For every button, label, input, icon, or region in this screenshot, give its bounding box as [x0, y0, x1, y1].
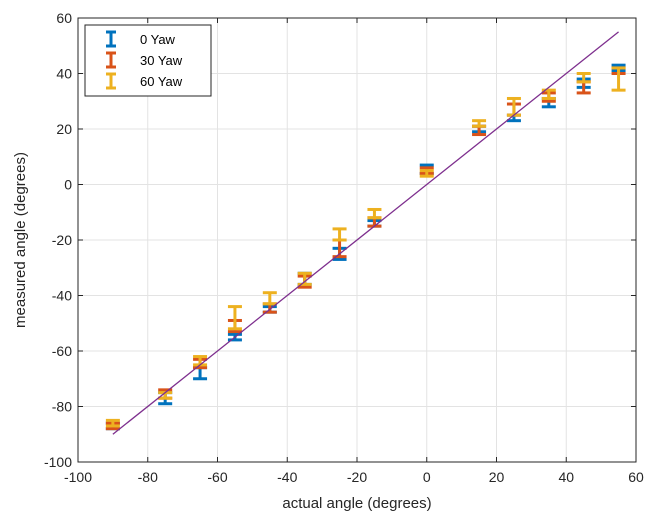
series-reference-line: [112, 31, 619, 435]
y-tick-label: -60: [52, 343, 72, 359]
legend: 0 Yaw 30 Yaw 60 Yaw: [84, 24, 212, 97]
error-bar: [332, 227, 347, 242]
legend-label: 60 Yaw: [140, 74, 183, 89]
y-tick-label: 20: [56, 121, 72, 137]
error-bar: [576, 72, 591, 84]
x-tick-label: 0: [423, 469, 431, 485]
x-tick-label: -80: [138, 469, 158, 485]
x-tick-label: 20: [489, 469, 505, 485]
legend-marker: [106, 72, 116, 90]
y-tick-label: 40: [56, 66, 72, 82]
legend-marker: [106, 51, 116, 69]
y-tick-label: -40: [52, 288, 72, 304]
y-tick-label: 60: [56, 10, 72, 26]
y-tick-label: -20: [52, 232, 72, 248]
x-axis-label: actual angle (degrees): [282, 495, 431, 512]
series-layer: [105, 31, 626, 435]
x-tick-label: -60: [207, 469, 227, 485]
error-bar: [227, 305, 242, 331]
reference-line: [112, 31, 619, 435]
plot-frame: [77, 17, 637, 463]
error-bar: [367, 207, 382, 220]
error-bar: [541, 88, 556, 100]
y-tick-label: 0: [64, 177, 72, 193]
legend-label: 30 Yaw: [140, 53, 183, 68]
legend-box: [84, 24, 212, 97]
error-bar: [262, 291, 277, 306]
x-tick-label: 40: [558, 469, 574, 485]
error-bar: [297, 271, 312, 286]
error-bar: [472, 119, 487, 128]
series-60-yaw: [105, 66, 626, 428]
x-tick-label: -40: [277, 469, 297, 485]
error-bar: [611, 66, 626, 92]
x-tick-label: -100: [64, 469, 92, 485]
legend-marker: [106, 30, 116, 48]
x-tick-label: 60: [628, 469, 644, 485]
legend-label: 0 Yaw: [140, 32, 176, 47]
x-tick-label: -20: [347, 469, 367, 485]
y-axis-label: measured angle (degrees): [12, 152, 29, 328]
y-tick-label: -100: [44, 454, 72, 470]
error-bar: [105, 418, 120, 428]
y-tick-label: -80: [52, 399, 72, 415]
error-bar: [419, 169, 434, 178]
